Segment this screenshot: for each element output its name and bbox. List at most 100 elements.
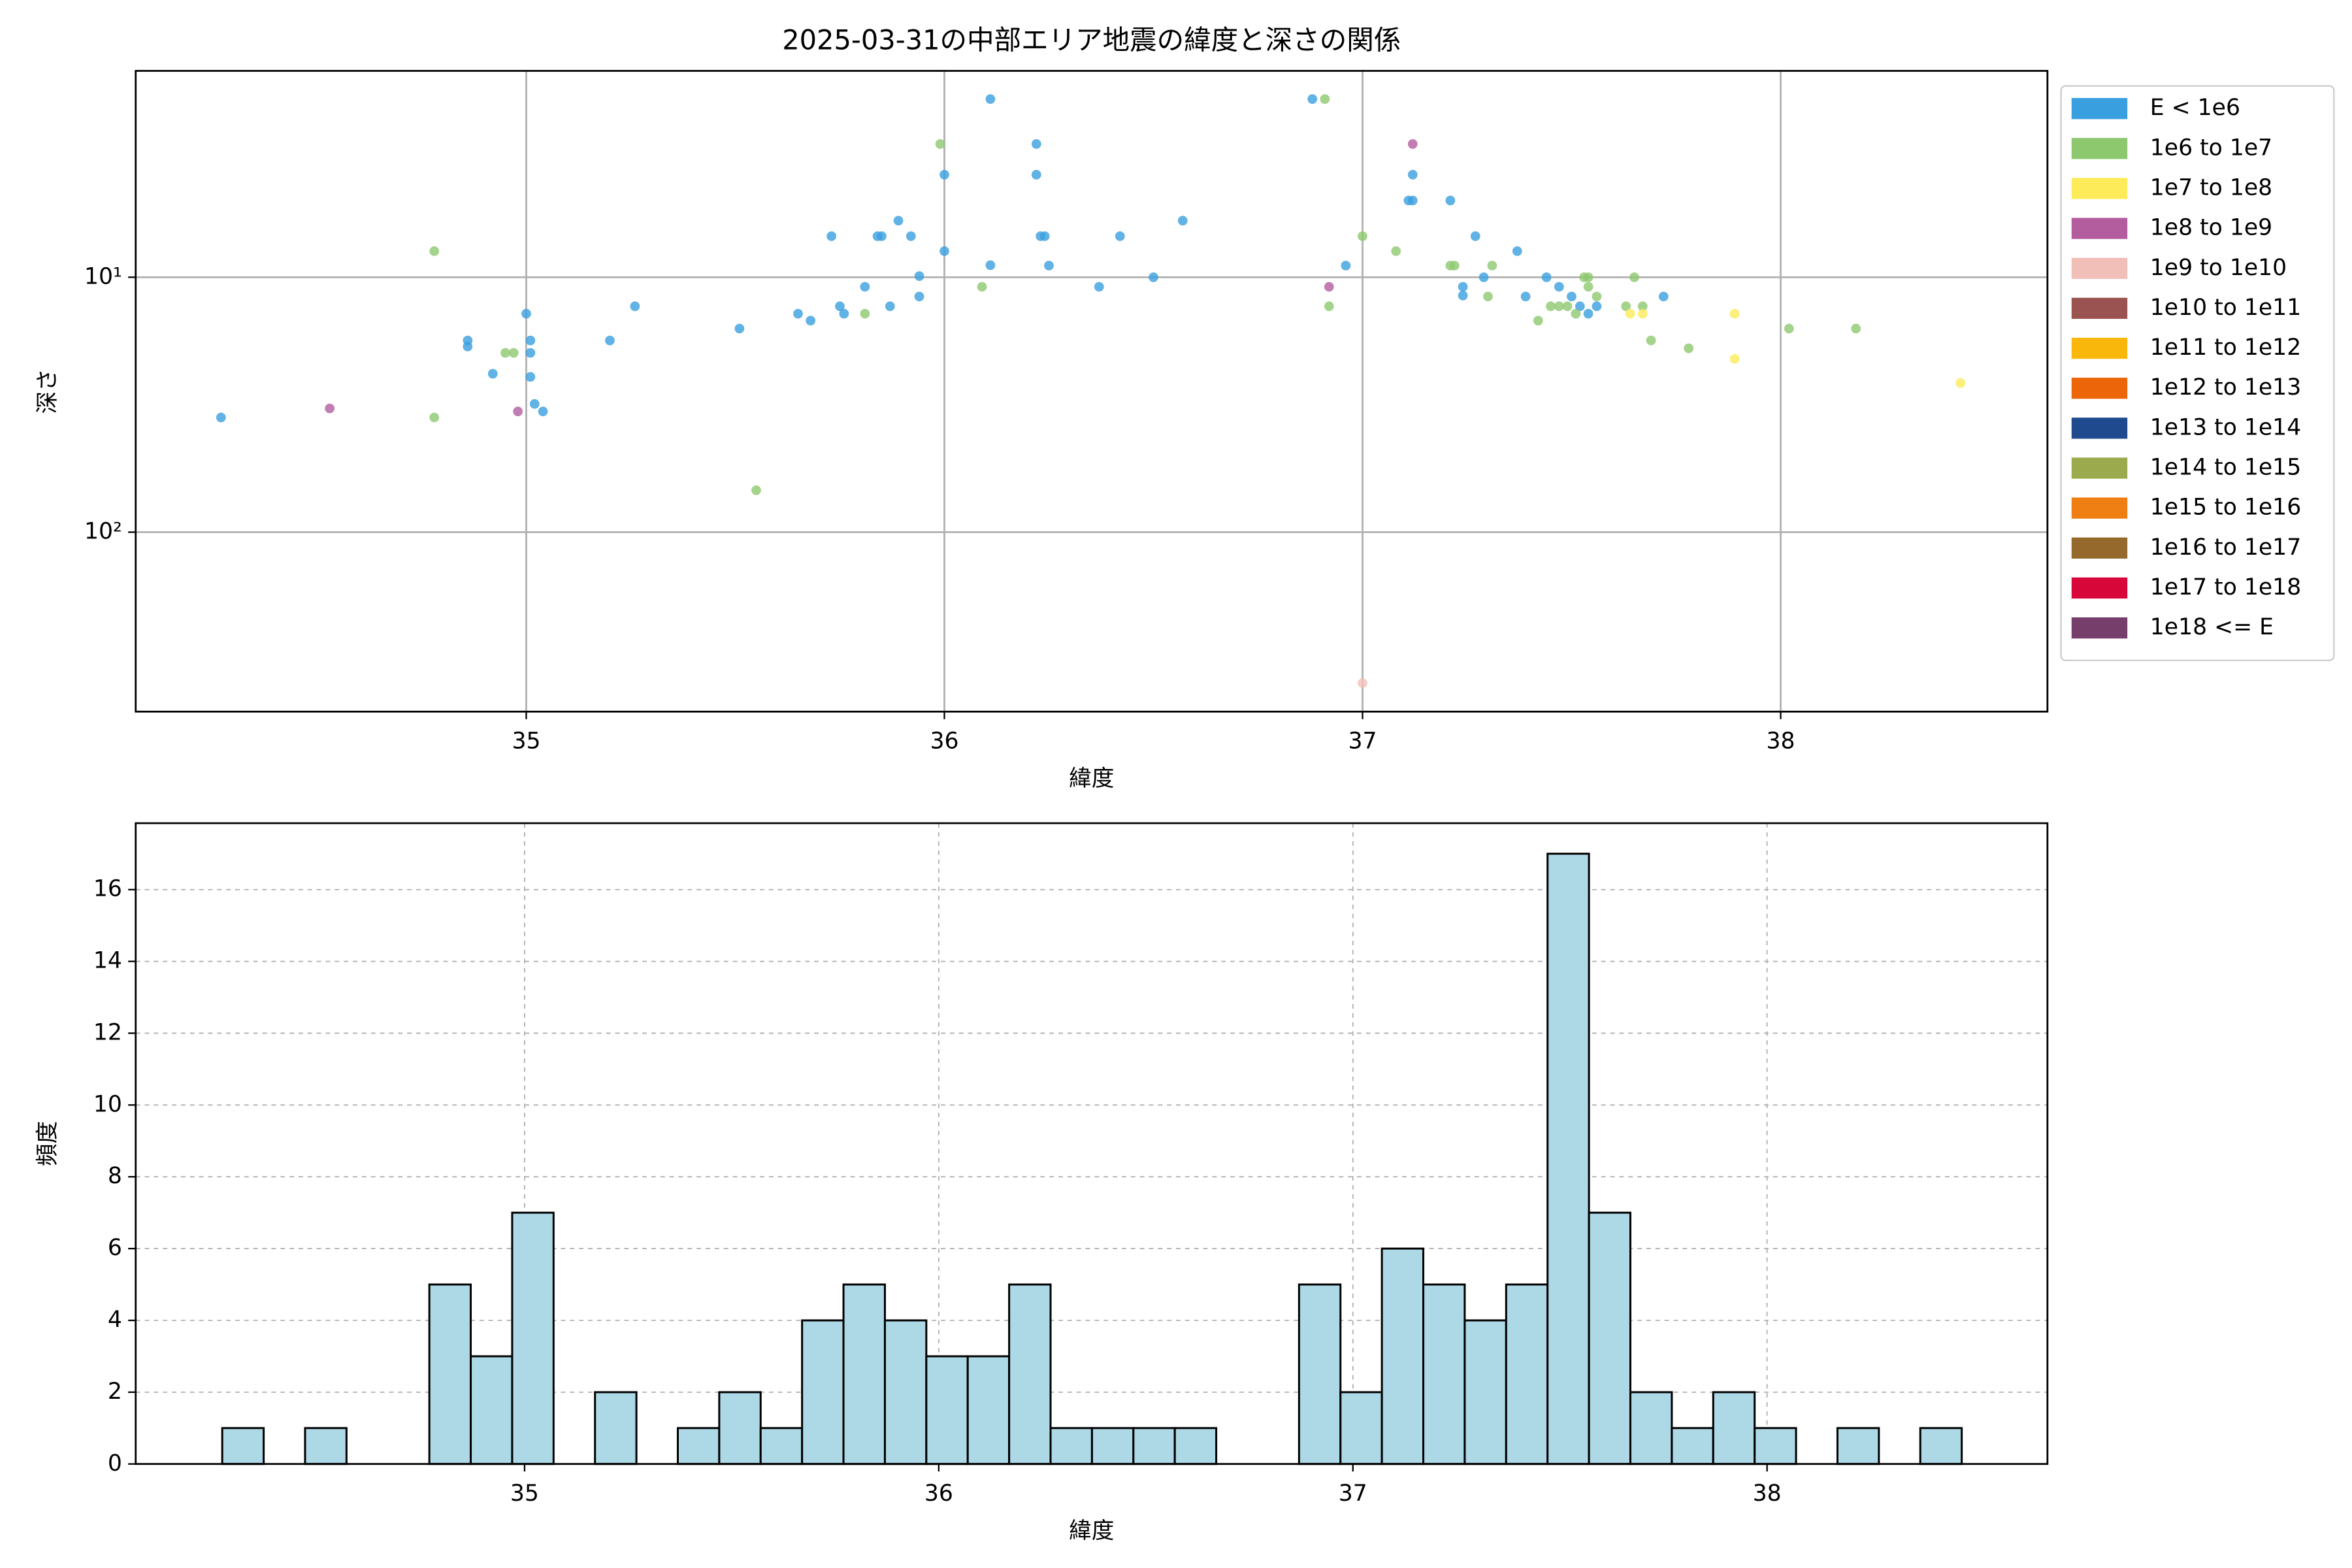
bar [759,1427,804,1465]
point [1583,308,1593,319]
bar [1049,1427,1093,1465]
point [487,368,498,379]
x-tick-label: 35 [512,728,540,754]
bar [801,1319,845,1465]
point [1407,139,1418,149]
legend-swatch [2071,178,2128,199]
point [860,282,870,292]
point [1149,272,1158,282]
legend-label: 1e11 to 1e12 [2150,335,2301,361]
point [1729,308,1740,319]
legend-label: 1e10 to 1e11 [2150,295,2301,321]
legend-swatch [2071,417,2128,439]
bar [883,1319,928,1465]
point [939,170,949,180]
point [1512,246,1522,256]
bar [1008,1283,1052,1465]
point [1520,291,1531,302]
bar [925,1355,969,1465]
legend-swatch [2071,218,2128,239]
point [1407,195,1418,206]
plot-frame [135,70,2049,713]
point [1646,335,1656,346]
point [1575,301,1585,312]
y-tick-label: 14 [93,948,122,974]
point [630,301,640,312]
point [1592,301,1602,312]
point [1955,378,1966,388]
bar [966,1355,1011,1465]
point [935,139,945,149]
bar [304,1427,348,1465]
legend-label: 1e7 to 1e8 [2150,174,2272,201]
point [1341,261,1351,270]
point [1470,231,1480,241]
bar [1836,1427,1880,1465]
legend-swatch [2071,617,2128,639]
legend-swatch [2071,138,2128,159]
point [1784,323,1794,334]
bar [1422,1283,1466,1465]
y-tick-label: 10 [93,1091,122,1117]
bar [676,1427,721,1465]
x-tick-label: 36 [930,728,958,754]
point [806,316,816,326]
point [1177,216,1188,226]
legend-swatch [2071,577,2128,599]
legend-swatch [2071,537,2128,559]
bar [1505,1283,1549,1465]
bar [1132,1427,1176,1465]
plot-frame [135,822,2049,1465]
bar [1546,853,1590,1465]
y-tick-label: 4 [108,1307,122,1333]
point [860,308,870,319]
point [1562,301,1573,312]
point [1541,272,1552,282]
point [500,348,510,358]
legend-label: 1e8 to 1e9 [2150,215,2272,241]
point [1478,272,1489,282]
y-tick-label: 6 [108,1235,122,1261]
y-tick-label: 10² [84,519,122,545]
legend-swatch [2071,497,2128,519]
point [1115,231,1125,241]
point [605,335,615,346]
y-tick-label: 12 [93,1019,122,1045]
x-tick-label: 38 [1753,1480,1782,1507]
point [1487,261,1497,270]
x-tick-label: 36 [924,1480,953,1507]
bar [1463,1319,1507,1465]
point [1629,272,1639,282]
point [538,406,548,417]
legend-label: 1e6 to 1e7 [2150,135,2272,161]
point [1039,231,1050,241]
bar [428,1283,472,1465]
legend-label: 1e17 to 1e18 [2150,574,2301,600]
legend-label: 1e9 to 1e10 [2150,255,2287,281]
point [1637,308,1648,319]
point [793,308,803,319]
point [1445,195,1456,206]
legend-swatch [2071,297,2128,319]
point [826,231,837,241]
point [525,372,536,382]
point [1851,323,1861,334]
point [525,348,536,358]
point [1031,170,1041,180]
point [839,308,849,319]
point [1554,282,1564,292]
bar [1712,1391,1756,1465]
bar [1919,1427,1963,1465]
point [1324,301,1334,312]
legend-swatch [2071,457,2128,479]
x-tick-label: 37 [1348,728,1377,754]
point [734,323,745,334]
bar [511,1211,555,1465]
legend-label: 1e12 to 1e13 [2150,374,2301,400]
point [1571,308,1581,319]
point [985,260,996,270]
point [1583,272,1593,282]
legend-swatch [2071,257,2128,279]
point [1658,291,1669,302]
